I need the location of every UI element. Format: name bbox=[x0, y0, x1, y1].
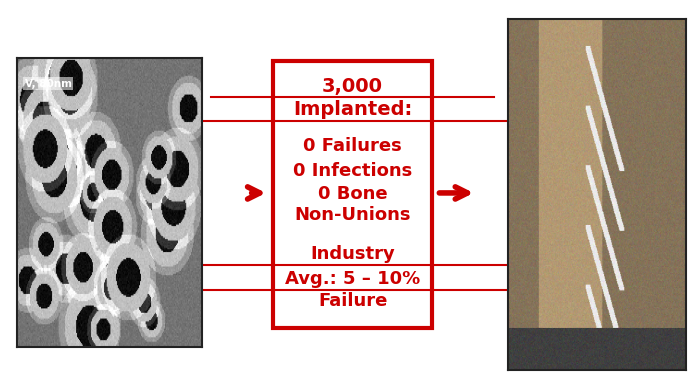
FancyBboxPatch shape bbox=[273, 61, 432, 328]
Text: 0 Failures: 0 Failures bbox=[303, 137, 402, 154]
FancyArrowPatch shape bbox=[248, 187, 260, 199]
Text: V, 80nm: V, 80nm bbox=[25, 79, 72, 89]
Text: Implanted:: Implanted: bbox=[293, 100, 412, 119]
Text: Failure: Failure bbox=[318, 292, 388, 310]
FancyArrowPatch shape bbox=[439, 187, 468, 199]
Text: 0 Bone: 0 Bone bbox=[318, 186, 388, 203]
Text: Avg.: 5 – 10%: Avg.: 5 – 10% bbox=[285, 270, 420, 288]
Text: 0 Infections: 0 Infections bbox=[293, 162, 412, 180]
Text: 3,000: 3,000 bbox=[322, 77, 383, 96]
Text: Non-Unions: Non-Unions bbox=[294, 206, 411, 224]
Text: Industry: Industry bbox=[310, 245, 395, 263]
